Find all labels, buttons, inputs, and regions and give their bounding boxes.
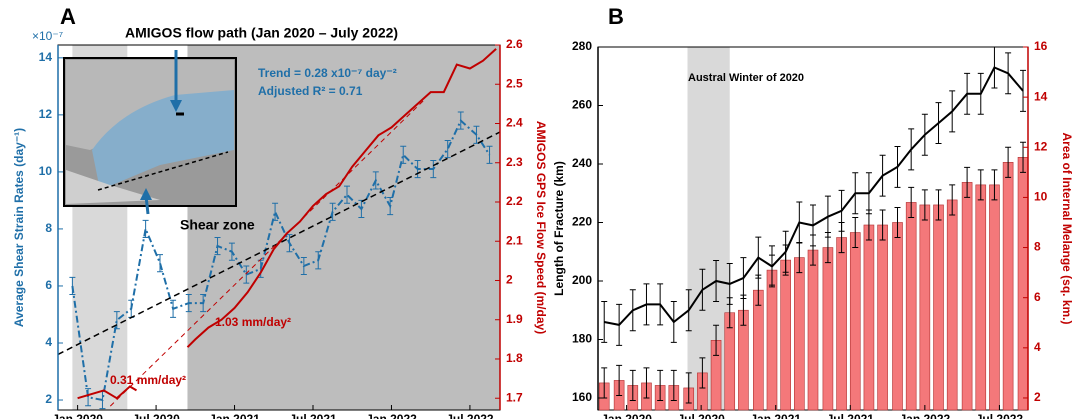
error-bar	[936, 103, 942, 144]
x-tick-label: Jan 2022	[366, 412, 417, 419]
y2-tick-label: 2.2	[506, 194, 523, 208]
error-bar	[908, 129, 914, 170]
y-tick-label: 220	[572, 215, 592, 229]
y-tick-label: 240	[572, 156, 592, 170]
error-bar	[922, 114, 928, 155]
y-tick-label: 200	[572, 273, 592, 287]
x-tick-label: Jul 2020	[132, 412, 180, 419]
shaded-period	[687, 47, 729, 410]
bar	[878, 225, 888, 410]
x-tick-label: Jan 2022	[899, 412, 950, 419]
y2-tick-label: 10	[1034, 190, 1048, 204]
bar	[1018, 157, 1028, 410]
figure: A B AMIGOS flow path (Jan 2020 – July 20…	[0, 0, 1082, 419]
y-tick-label: 260	[572, 98, 592, 112]
y-tick-label: 280	[572, 39, 592, 53]
bar	[864, 225, 874, 410]
error-bar	[1020, 70, 1026, 111]
y-axis-label: Average Shear Strain Rates (day⁻¹)	[12, 128, 26, 327]
y2-tick-label: 8	[1034, 240, 1041, 254]
y-tick-label: 160	[572, 390, 592, 404]
y2-tick-label: 2.6	[506, 37, 523, 51]
bar	[947, 200, 957, 410]
y-tick-label: 8	[45, 221, 52, 235]
y2-tick-label: 2.1	[506, 233, 523, 247]
annotation: 0.31 mm/day²	[110, 373, 186, 387]
bar	[893, 222, 903, 410]
annotation: Trend = 0.28 x10⁻⁷ day⁻²	[258, 66, 397, 80]
error-bar	[671, 301, 677, 342]
y2-tick-label: 2.4	[506, 116, 523, 130]
annotation: 1.03 mm/day²	[215, 315, 291, 329]
bar	[1003, 162, 1013, 410]
y2-axis-label: AMIGOS GPS Ice Flow Speed (m/day)	[534, 121, 548, 334]
bar	[794, 258, 804, 410]
error-bar	[949, 91, 955, 132]
y-tick-label: 10	[39, 164, 53, 178]
y2-axis-label: Area of Internal Melange (sq. km.)	[1060, 132, 1074, 324]
y2-tick-label: 6	[1034, 290, 1041, 304]
y-multiplier: ×10⁻⁷	[32, 29, 63, 43]
y2-tick-label: 14	[1034, 89, 1048, 103]
y-tick-label: 14	[39, 50, 53, 64]
x-tick-label: Jul 2022	[446, 412, 494, 419]
panel-label: B	[608, 4, 624, 29]
x-tick-label: Jan 2020	[52, 412, 103, 419]
error-bar	[880, 155, 886, 196]
annotation: Austral Winter of 2020	[688, 72, 804, 84]
bar	[837, 238, 847, 410]
bar	[808, 250, 818, 410]
bar	[906, 202, 916, 410]
x-tick-label: Jan 2021	[750, 412, 801, 419]
chart-title: AMIGOS flow path (Jan 2020 – July 2022)	[125, 25, 398, 41]
y-tick-label: 4	[45, 335, 52, 349]
y2-tick-label: 4	[1034, 340, 1041, 354]
bar	[753, 290, 763, 410]
y2-tick-label: 1.8	[506, 351, 523, 365]
y-tick-label: 12	[39, 107, 53, 121]
error-bar	[128, 300, 134, 317]
bar	[920, 205, 930, 410]
x-tick-label: Jul 2021	[289, 412, 337, 419]
bar	[850, 233, 860, 410]
panel-label: A	[60, 4, 76, 29]
annotation: Adjusted R² = 0.71	[258, 84, 363, 98]
bar	[781, 260, 791, 410]
bar	[962, 182, 972, 410]
y-tick-label: 180	[572, 332, 592, 346]
bar	[976, 185, 986, 410]
y-tick-label: 6	[45, 278, 52, 292]
error-bar	[755, 237, 761, 278]
page: {"chart_data": [ {"type": "line", "panel…	[0, 0, 1082, 419]
y2-tick-label: 2.3	[506, 155, 523, 169]
y2-tick-label: 2.5	[506, 76, 523, 90]
x-tick-label: Jan 2021	[209, 412, 260, 419]
x-tick-label: Jul 2020	[677, 412, 725, 419]
y-tick-label: 2	[45, 392, 52, 406]
y-axis-label: Length of Fracture (km)	[552, 161, 566, 296]
x-tick-label: Jul 2022	[976, 412, 1024, 419]
inset-map	[64, 50, 236, 214]
y2-tick-label: 2	[506, 273, 513, 287]
error-bar	[895, 146, 901, 187]
y2-tick-label: 1.7	[506, 390, 523, 404]
bar	[989, 185, 999, 410]
x-tick-label: Jul 2021	[827, 412, 875, 419]
y2-tick-label: 1.9	[506, 312, 523, 326]
y2-tick-label: 12	[1034, 139, 1048, 153]
bar	[934, 205, 944, 410]
x-tick-label: Jan 2020	[601, 412, 652, 419]
annotation: Shear zone	[180, 217, 255, 233]
y2-tick-label: 16	[1034, 39, 1048, 53]
bar	[823, 248, 833, 410]
y2-tick-label: 2	[1034, 390, 1041, 404]
bar	[767, 270, 777, 410]
